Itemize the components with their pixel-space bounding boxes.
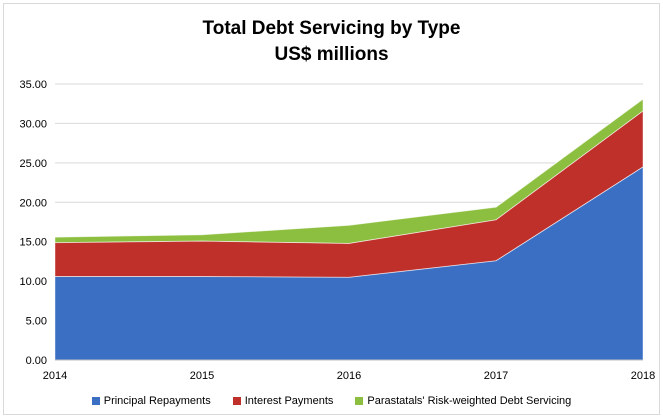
legend-label: Interest Payments (244, 395, 334, 407)
y-tick-label: 25.00 (19, 158, 47, 170)
x-tick-label: 2017 (484, 370, 508, 382)
y-tick-label: 5.00 (26, 316, 47, 328)
legend-swatch (91, 397, 100, 405)
series-edge-2 (54, 98, 644, 238)
y-tick-label: 0.00 (26, 355, 47, 367)
legend-swatch (355, 397, 364, 405)
legend-label: Principal Repayments (103, 395, 211, 407)
x-tick-label: 2015 (190, 370, 214, 382)
legend-item: Principal Repayments (91, 395, 211, 407)
chart-legend: Principal Repayments Interest Payments Par… (0, 395, 663, 407)
legend-swatch (232, 397, 241, 405)
legend-label: Parastatals' Risk-weighted Debt Servicin… (367, 395, 572, 407)
chart-subtitle: US$ millions (274, 44, 389, 65)
x-tick-label: 2018 (631, 370, 655, 382)
y-tick-label: 20.00 (19, 197, 47, 209)
y-tick-label: 10.00 (19, 276, 47, 288)
x-tick-label: 2016 (337, 370, 361, 382)
y-tick-label: 35.00 (19, 79, 47, 91)
x-tick-label: 2014 (43, 370, 67, 382)
legend-item: Interest Payments (232, 395, 334, 407)
chart-title: Total Debt Servicing by Type (202, 18, 461, 39)
legend-item: Parastatals' Risk-weighted Debt Servicin… (355, 395, 571, 407)
y-tick-label: 15.00 (19, 237, 47, 249)
y-tick-label: 30.00 (19, 118, 47, 130)
